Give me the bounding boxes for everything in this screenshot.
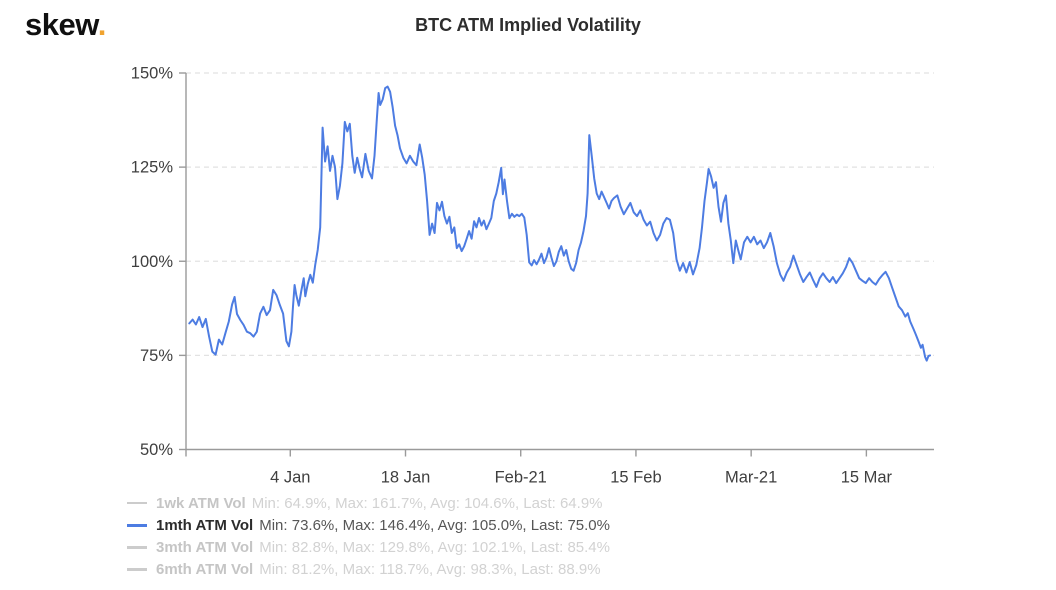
- x-tick-label-4 Jan: 4 Jan: [270, 469, 310, 487]
- series-swatch-3mth: [127, 546, 147, 549]
- series-stats: Min: 82.8%, Max: 129.8%, Avg: 102.1%, La…: [259, 538, 610, 556]
- logo-dot: .: [97, 7, 107, 42]
- x-tick-label-Feb-21: Feb-21: [495, 469, 547, 487]
- series-name: 6mth ATM Vol: [156, 561, 254, 579]
- series-stats: Min: 81.2%, Max: 118.7%, Avg: 98.3%, Las…: [259, 561, 601, 579]
- x-tick-label-18 Jan: 18 Jan: [381, 469, 431, 487]
- legend-item-1mth-atm-vol[interactable]: 1mth ATM Vol Min: 73.6%, Max: 146.4%, Av…: [127, 514, 610, 536]
- y-tick-label-50: 50%: [140, 441, 173, 459]
- series-name: 1mth ATM Vol: [156, 516, 254, 534]
- legend-item-6mth-atm-vol[interactable]: 6mth ATM Vol Min: 81.2%, Max: 118.7%, Av…: [127, 559, 610, 581]
- series-swatch-6mth: [127, 568, 147, 571]
- chart-title: BTC ATM Implied Volatility: [415, 15, 641, 35]
- x-tick-label-15 Feb: 15 Feb: [610, 469, 661, 487]
- series-swatch-1wk: [127, 501, 147, 505]
- volatility-line-chart[interactable]: 150% 125% 100% 75% 50% 4 Jan 18 Jan Feb-21 15 Fe…: [0, 0, 1056, 490]
- x-tick-label-Mar-21: Mar-21: [725, 469, 777, 487]
- logo-text: skew: [25, 7, 98, 42]
- y-tick-label-75: 75%: [140, 347, 173, 365]
- series-name: 3mth ATM Vol: [156, 538, 254, 556]
- y-tick-label-125: 125%: [131, 159, 174, 177]
- series-swatch-1mth: [127, 524, 147, 527]
- series-stats: Min: 64.9%, Max: 161.7%, Avg: 104.6%, La…: [251, 494, 603, 512]
- legend-item-1wk-atm-vol[interactable]: 1wk ATM Vol Min: 64.9%, Max: 161.7%, Avg…: [127, 492, 610, 514]
- series-line-1mth-atm-vol[interactable]: [188, 85, 931, 362]
- y-tick-label-150: 150%: [131, 65, 174, 83]
- skew-logo[interactable]: skew.: [25, 6, 106, 44]
- series-stats: Min: 73.6%, Max: 146.4%, Avg: 105.0%, La…: [259, 516, 610, 534]
- legend: 1wk ATM Vol Min: 64.9%, Max: 161.7%, Avg…: [127, 492, 610, 581]
- legend-item-3mth-atm-vol[interactable]: 3mth ATM Vol Min: 82.8%, Max: 129.8%, Av…: [127, 536, 610, 558]
- series-name: 1wk ATM Vol: [156, 494, 246, 512]
- x-tick-label-15 Mar: 15 Mar: [841, 469, 893, 487]
- y-tick-label-100: 100%: [131, 253, 174, 271]
